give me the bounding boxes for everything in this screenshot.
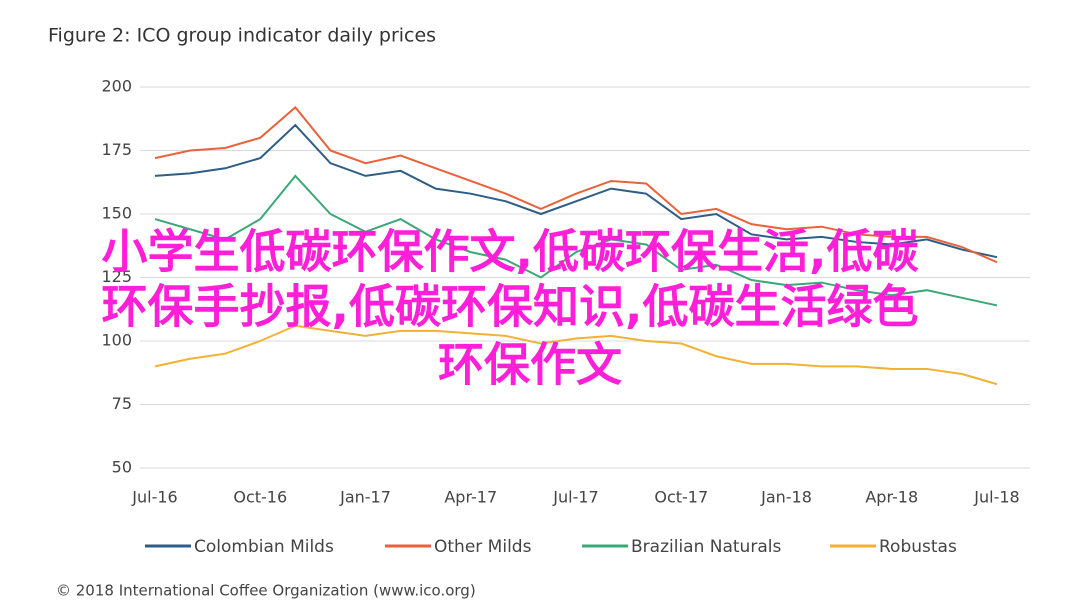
x-tick-label: Apr-18 bbox=[865, 488, 918, 507]
y-tick-label: 125 bbox=[101, 267, 132, 286]
line bbox=[154, 105, 998, 264]
legend-label: Colombian Milds bbox=[194, 537, 334, 557]
x-tick-label: Oct-17 bbox=[654, 488, 708, 507]
chart-title: Figure 2: ICO group indicator daily pric… bbox=[48, 25, 436, 47]
legend-label: Brazilian Naturals bbox=[631, 537, 781, 557]
overlay-text: 环保手抄报,低碳环保知识,低碳生活绿色 bbox=[102, 280, 919, 334]
x-tick-label: Jan-18 bbox=[760, 488, 812, 507]
y-tick-label: 150 bbox=[101, 204, 132, 223]
y-tick-label: 100 bbox=[101, 331, 132, 350]
legend-label: Other Milds bbox=[434, 537, 532, 557]
x-tick-label: Jul-16 bbox=[131, 488, 177, 507]
footer: © 2018 International Coffee Organization… bbox=[56, 582, 476, 600]
line bbox=[154, 324, 998, 386]
line bbox=[154, 123, 998, 259]
line bbox=[154, 174, 998, 307]
x-tick-label: Jul-17 bbox=[552, 488, 598, 507]
x-tick-label: Jan-17 bbox=[339, 488, 391, 507]
legend-label: Robustas bbox=[879, 537, 957, 557]
y-tick-label: 75 bbox=[112, 394, 132, 413]
x-tick-label: Oct-16 bbox=[233, 488, 287, 507]
y-tick-label: 175 bbox=[101, 140, 132, 159]
y-tick-label: 200 bbox=[101, 77, 132, 96]
x-tick-label: Jul-18 bbox=[973, 488, 1019, 507]
overlay-text: 环保作文 bbox=[438, 338, 622, 392]
x-tick-label: Apr-17 bbox=[444, 488, 497, 507]
overlay-text: 小学生低碳环保作文,低碳环保生活,低碳 bbox=[102, 225, 920, 279]
y-tick-label: 50 bbox=[112, 458, 132, 477]
